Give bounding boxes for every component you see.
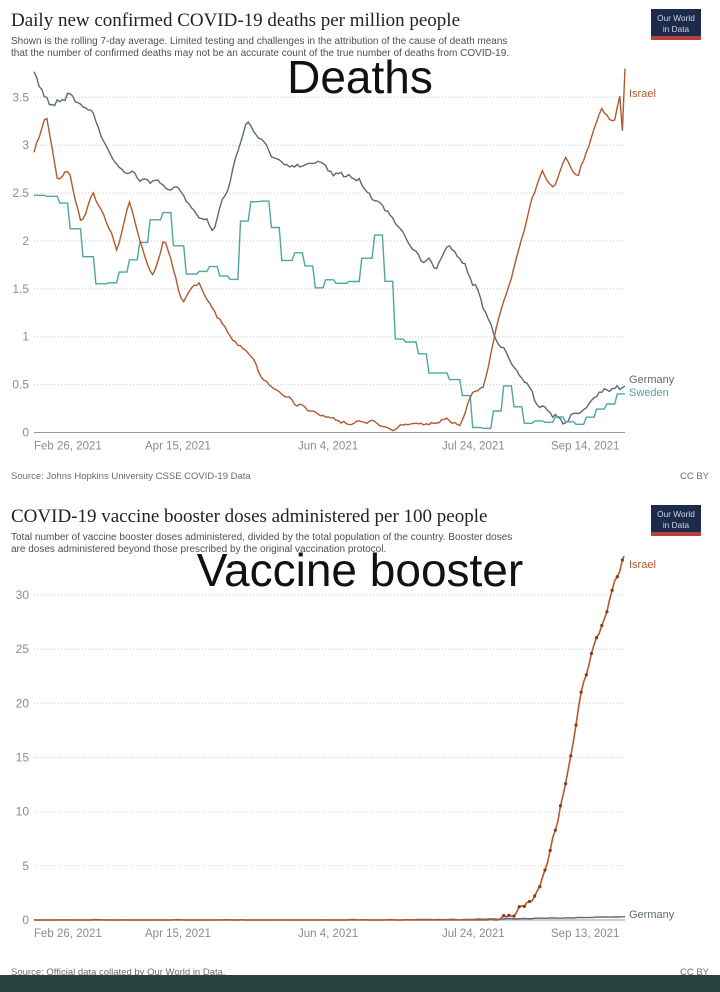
svg-text:25: 25 xyxy=(16,642,30,656)
svg-text:Sweden: Sweden xyxy=(629,387,669,399)
svg-text:0.5: 0.5 xyxy=(12,378,29,392)
svg-text:Germany: Germany xyxy=(629,374,675,386)
svg-text:Apr 15, 2021: Apr 15, 2021 xyxy=(145,928,211,940)
svg-text:3: 3 xyxy=(22,138,29,152)
svg-text:Apr 15, 2021: Apr 15, 2021 xyxy=(145,441,211,453)
svg-text:Sep 14, 2021: Sep 14, 2021 xyxy=(551,441,619,453)
svg-text:0: 0 xyxy=(22,913,29,927)
svg-text:1: 1 xyxy=(22,330,29,344)
svg-text:Feb 26, 2021: Feb 26, 2021 xyxy=(34,928,102,940)
svg-text:15: 15 xyxy=(16,751,30,765)
svg-text:5: 5 xyxy=(22,859,29,873)
svg-text:Jul 24, 2021: Jul 24, 2021 xyxy=(442,928,505,940)
svg-text:Jul 24, 2021: Jul 24, 2021 xyxy=(442,441,505,453)
svg-text:Feb 26, 2021: Feb 26, 2021 xyxy=(34,441,102,453)
svg-text:Jun 4, 2021: Jun 4, 2021 xyxy=(298,441,358,453)
svg-text:20: 20 xyxy=(16,696,30,710)
svg-text:Sep 13, 2021: Sep 13, 2021 xyxy=(551,928,619,940)
svg-text:Germany: Germany xyxy=(629,909,675,921)
svg-text:0: 0 xyxy=(22,426,29,440)
svg-text:10: 10 xyxy=(16,805,30,819)
svg-text:Jun 4, 2021: Jun 4, 2021 xyxy=(298,928,358,940)
svg-text:2.5: 2.5 xyxy=(12,186,29,200)
svg-text:1.5: 1.5 xyxy=(12,282,29,296)
svg-text:2: 2 xyxy=(22,234,29,248)
